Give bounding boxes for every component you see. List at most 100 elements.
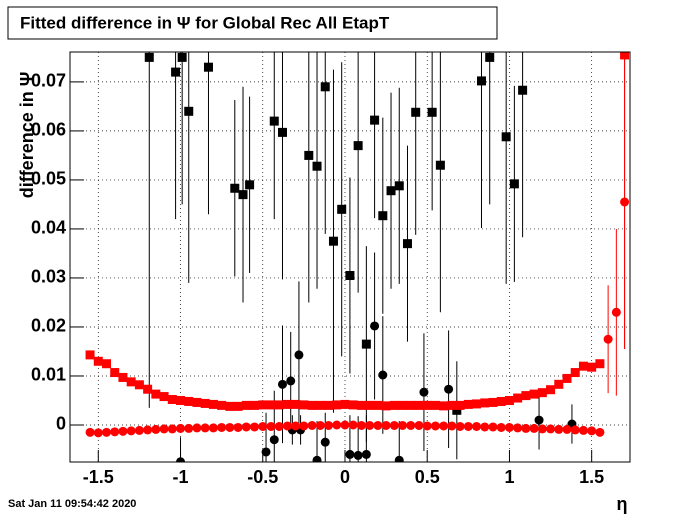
x-tick-label: -1.5 [83, 467, 114, 487]
marker [356, 400, 366, 410]
marker [554, 424, 564, 434]
marker [241, 422, 251, 432]
marker [266, 400, 276, 410]
marker [258, 421, 268, 431]
marker [496, 396, 506, 406]
marker [488, 422, 498, 432]
marker [312, 161, 322, 171]
marker [521, 423, 531, 433]
marker [353, 450, 363, 460]
marker [143, 384, 153, 394]
marker [521, 391, 531, 401]
marker [151, 424, 161, 434]
marker [389, 420, 399, 430]
x-axis-label: η [617, 494, 628, 514]
marker [184, 106, 194, 116]
marker [422, 421, 432, 431]
marker [110, 368, 120, 378]
marker [603, 334, 613, 344]
marker [274, 400, 284, 410]
marker [151, 389, 161, 399]
marker [439, 401, 449, 411]
marker [435, 160, 445, 170]
y-tick-label: 0.02 [31, 316, 66, 336]
y-axis-label: difference in Ψ [17, 72, 37, 199]
marker [378, 211, 388, 221]
marker [286, 376, 296, 386]
marker [463, 399, 473, 409]
marker [472, 421, 482, 431]
marker [320, 437, 330, 447]
marker [217, 422, 227, 432]
marker [447, 421, 457, 431]
marker [537, 424, 547, 434]
marker [143, 425, 153, 435]
marker [217, 400, 227, 410]
marker [192, 423, 202, 433]
marker [504, 422, 514, 432]
marker [208, 423, 218, 433]
marker [294, 350, 304, 360]
marker [277, 127, 287, 137]
marker [546, 424, 556, 434]
marker [430, 400, 440, 410]
marker [476, 76, 486, 86]
marker [233, 401, 243, 411]
marker [620, 197, 630, 207]
marker [488, 397, 498, 407]
marker [324, 400, 334, 410]
marker [144, 52, 154, 62]
marker [269, 116, 279, 126]
marker [291, 421, 301, 431]
x-tick-label: 0 [340, 467, 350, 487]
marker [480, 398, 490, 408]
marker [361, 339, 371, 349]
marker [299, 421, 309, 431]
marker [241, 400, 251, 410]
marker [513, 393, 523, 403]
marker [85, 427, 95, 437]
marker [282, 421, 292, 431]
marker [534, 415, 544, 425]
marker [266, 421, 276, 431]
marker [389, 400, 399, 410]
marker [529, 423, 539, 433]
marker [159, 424, 169, 434]
marker [587, 362, 597, 372]
marker [381, 401, 391, 411]
marker [509, 179, 519, 189]
marker [225, 422, 235, 432]
y-tick-label: 0.03 [31, 267, 66, 287]
y-tick-label: 0 [56, 414, 66, 434]
marker [406, 400, 416, 410]
marker [328, 236, 338, 246]
marker [419, 387, 429, 397]
marker [176, 423, 186, 433]
marker [504, 395, 514, 405]
x-tick-label: -1 [173, 467, 189, 487]
marker [427, 107, 437, 117]
marker [422, 400, 432, 410]
marker [340, 420, 350, 430]
marker [200, 423, 210, 433]
marker [250, 400, 260, 410]
marker [315, 400, 325, 410]
marker [230, 183, 240, 193]
marker [340, 399, 350, 409]
marker [513, 423, 523, 433]
marker [496, 422, 506, 432]
marker [402, 239, 412, 249]
marker [394, 455, 404, 462]
marker [365, 400, 375, 410]
marker [455, 421, 465, 431]
marker [373, 420, 383, 430]
marker [611, 307, 621, 317]
marker [501, 132, 511, 142]
marker [320, 82, 330, 92]
marker [269, 435, 279, 445]
marker [370, 115, 380, 125]
marker [430, 421, 440, 431]
marker [578, 361, 588, 371]
marker [529, 389, 539, 399]
